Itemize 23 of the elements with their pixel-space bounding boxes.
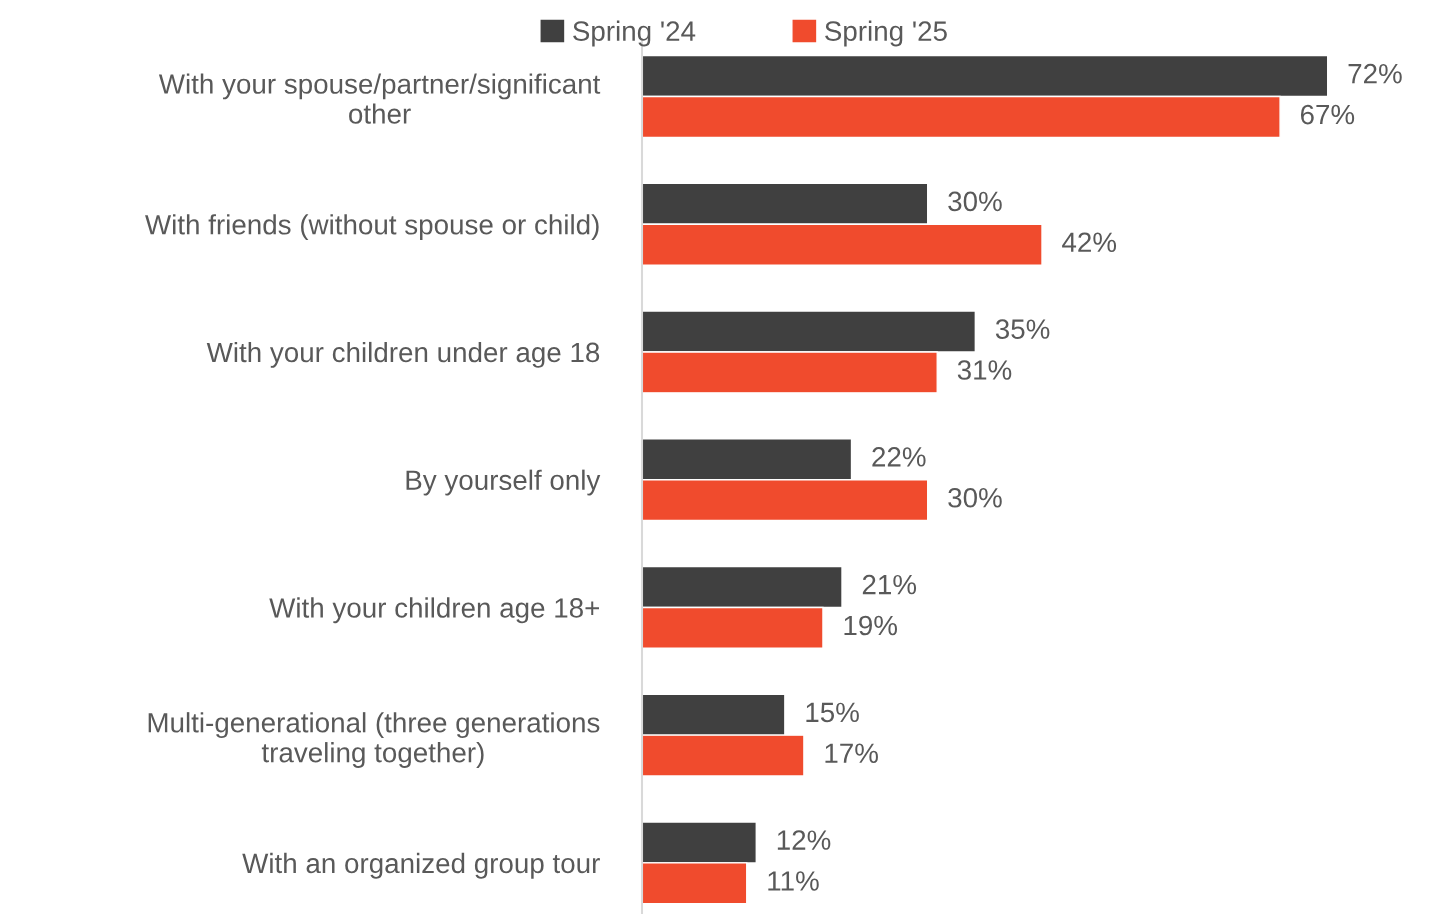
- y-tick-label: With an organized group tour: [242, 852, 600, 879]
- data-label: 12%: [777, 830, 831, 850]
- data-label: 19%: [844, 615, 898, 636]
- y-tick-label: With your spouse/partner/significant other: [158, 73, 601, 124]
- data-label: 22%: [872, 447, 926, 467]
- y-tick-label: By yourself only: [406, 469, 601, 496]
- y-tick-label: With friends (without spouse or child): [145, 214, 599, 241]
- y-tick-label: With your children age 18+: [269, 597, 599, 624]
- data-label: 72%: [1348, 63, 1402, 84]
- data-label: 42%: [1062, 232, 1117, 253]
- data-label: 35%: [995, 319, 1050, 339]
- data-label: 30%: [948, 487, 1002, 508]
- data-label: 21%: [862, 574, 917, 595]
- data-label: 30%: [948, 191, 1002, 212]
- data-label: 17%: [825, 743, 878, 763]
- data-label: 67%: [1300, 104, 1355, 125]
- y-tick-label: Multi-generational (three generations traveling together): [148, 712, 600, 768]
- data-label: 15%: [806, 702, 859, 723]
- data-label: 31%: [957, 360, 1012, 380]
- y-tick-label: With your children under age 18: [206, 341, 600, 368]
- legend-label: Spring '25: [825, 20, 947, 47]
- legend-label: Spring '24: [573, 20, 696, 47]
- data-label: 11%: [768, 871, 819, 891]
